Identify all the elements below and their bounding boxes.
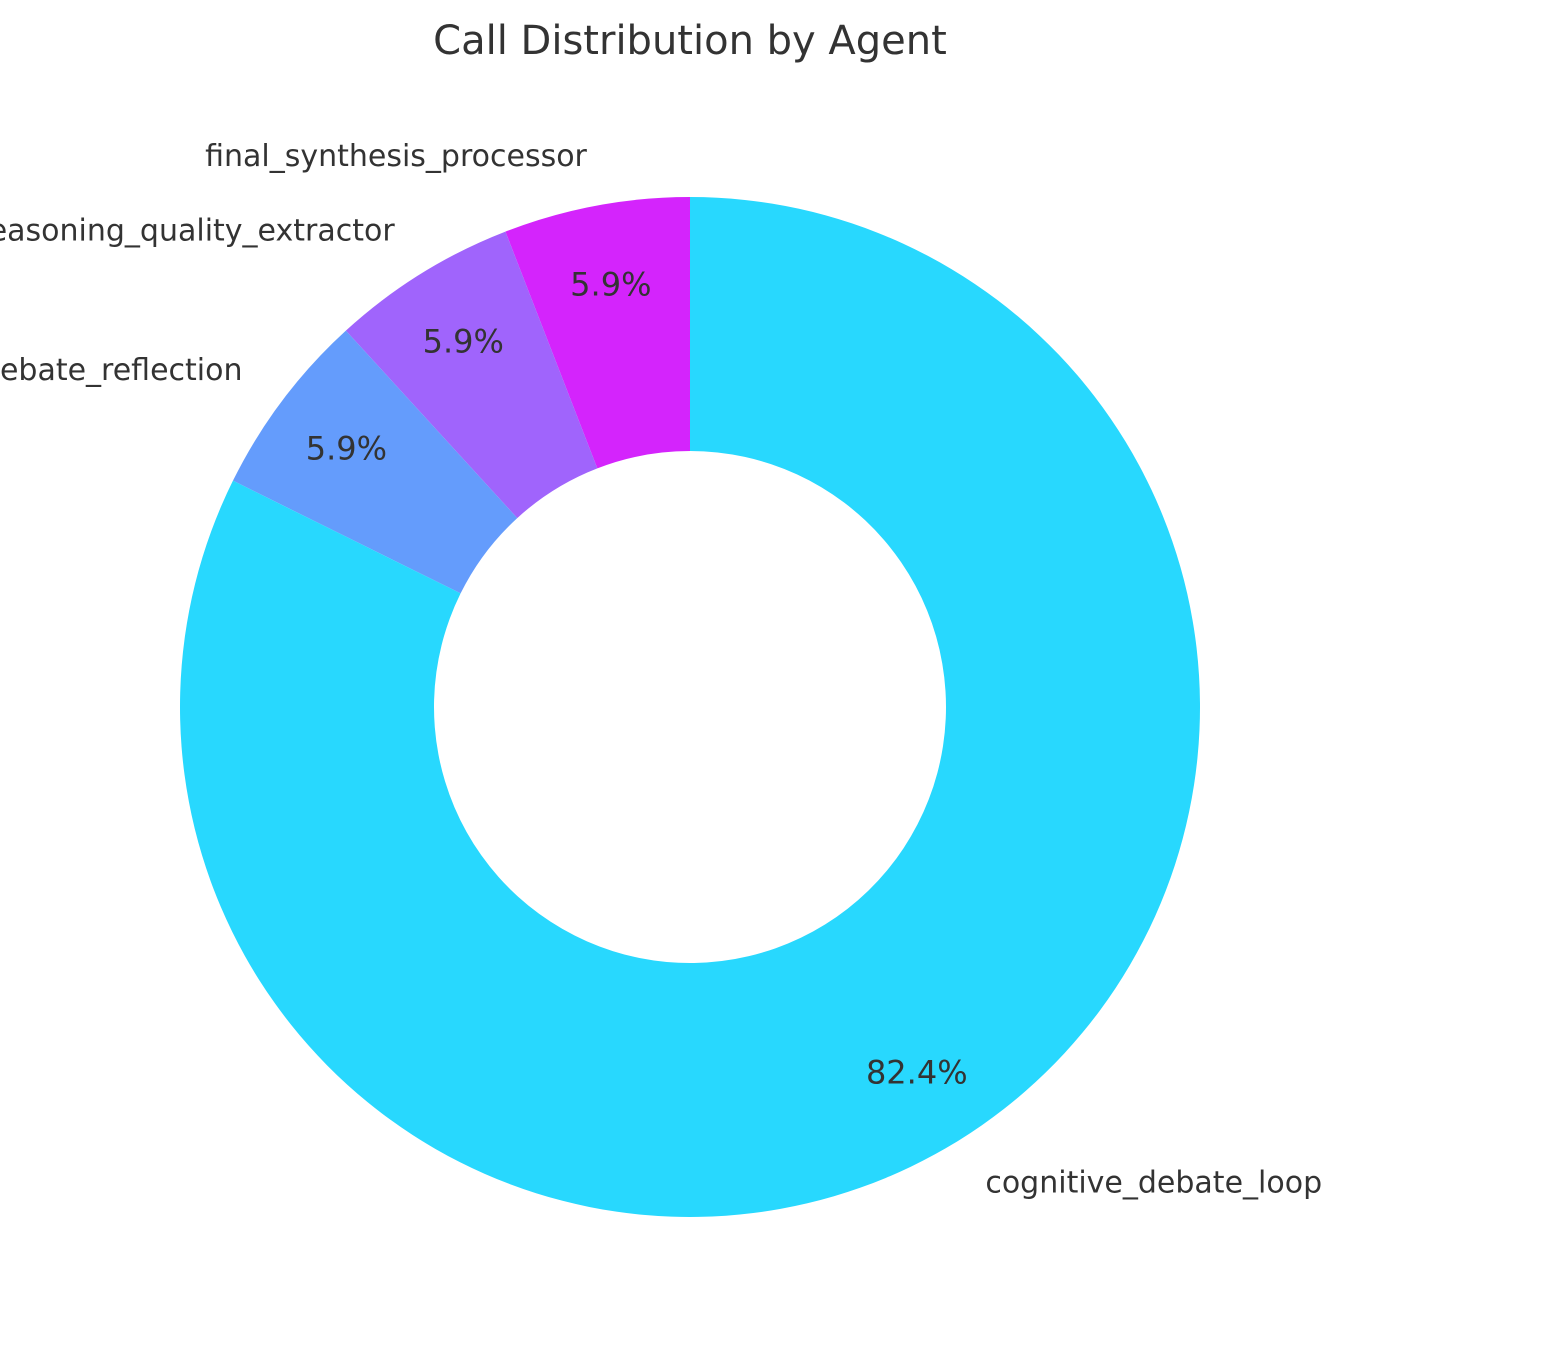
slices-layer: [180, 197, 1201, 1218]
category-label-reasoning-quality-extractor: reasoning_quality_extractor: [0, 214, 395, 249]
pct-label-meta-debate-reflection: 5.9%: [306, 430, 387, 468]
category-label-meta-debate-reflection: meta_debate_reflection: [0, 353, 242, 388]
slice-final-synthesis-processor: [505, 197, 690, 469]
pct-label-cognitive-debate-loop: 82.4%: [866, 1053, 968, 1091]
slice-cognitive-debate-loop: [180, 197, 1201, 1218]
chart-title: Call Distribution by Agent: [433, 18, 947, 64]
slice-reasoning-quality-extractor: [345, 231, 598, 519]
pct-label-final-synthesis-processor: 5.9%: [570, 265, 651, 303]
category-label-final-synthesis-processor: final_synthesis_processor: [205, 139, 587, 174]
category-label-cognitive-debate-loop: cognitive_debate_loop: [985, 1165, 1322, 1200]
pct-label-reasoning-quality-extractor: 5.9%: [423, 323, 504, 361]
labels-layer: 5.9% final_synthesis_processor 5.9% reasoni…: [0, 139, 1322, 1200]
slice-meta-debate-reflection: [232, 330, 518, 594]
